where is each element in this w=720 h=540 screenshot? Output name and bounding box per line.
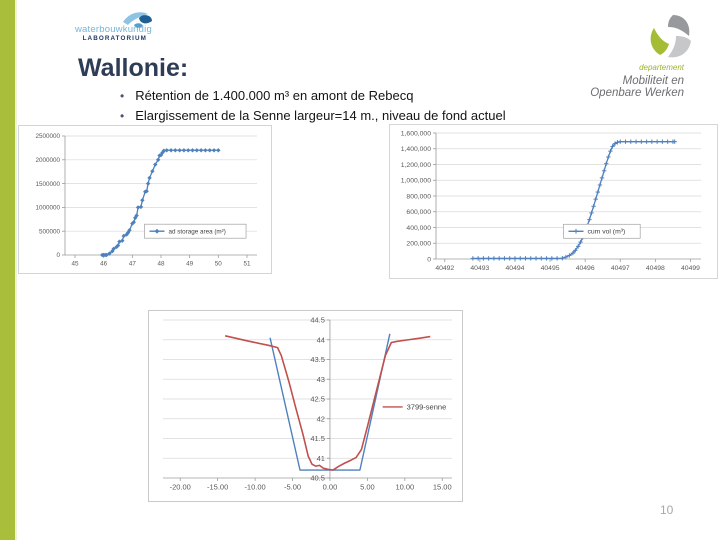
svg-text:0: 0 [427, 256, 431, 263]
svg-text:44: 44 [317, 335, 325, 344]
svg-text:1,200,000: 1,200,000 [401, 162, 431, 169]
svg-text:cum vol (m³): cum vol (m³) [588, 229, 626, 236]
svg-text:1,400,000: 1,400,000 [401, 146, 431, 153]
svg-text:1000000: 1000000 [35, 205, 60, 212]
svg-text:40498: 40498 [646, 265, 665, 272]
svg-text:-15.00: -15.00 [207, 483, 228, 492]
senne-cross-section-chart: 40.5 41 41.5 42 42.5 43 43.5 44 44.5 -20.00 -15.00… [148, 310, 463, 502]
svg-text:0: 0 [56, 252, 60, 259]
waterbouwkundig-logo-icon [123, 12, 152, 28]
svg-text:1,000,000: 1,000,000 [401, 178, 431, 185]
svg-text:42: 42 [317, 414, 325, 423]
svg-text:ad storage area (m²): ad storage area (m²) [168, 228, 225, 235]
svg-text:2500000: 2500000 [35, 133, 60, 140]
svg-text:400,000: 400,000 [406, 225, 431, 232]
departement-mow-pinwheel-icon [650, 15, 691, 58]
svg-text:200,000: 200,000 [406, 241, 431, 248]
bullet-marker: • [120, 89, 125, 103]
storage-area-chart-canvas: 0 500000 1000000 1500000 2000000 2500000 45 46 4… [35, 133, 257, 267]
svg-text:47: 47 [129, 260, 137, 267]
svg-text:49: 49 [186, 260, 194, 267]
departement-mow-logo-text: departement Mobiliteit en Openbare Werke… [590, 62, 684, 100]
svg-text:48: 48 [157, 260, 165, 267]
svg-text:40492: 40492 [435, 265, 454, 272]
svg-text:10.00: 10.00 [395, 483, 414, 492]
waterbouwkundig-logo-text: waterbouwkundig [75, 24, 152, 35]
svg-text:800,000: 800,000 [406, 193, 431, 200]
bullet-list: • Rétention de 1.400.000 m³ en amont de … [120, 88, 506, 128]
svg-text:2000000: 2000000 [35, 157, 60, 164]
svg-text:40496: 40496 [576, 265, 595, 272]
svg-text:600,000: 600,000 [406, 209, 431, 216]
svg-text:1,600,000: 1,600,000 [401, 130, 431, 137]
svg-text:51: 51 [243, 260, 251, 267]
cumulative-volume-chart-canvas: 0 200,000 400,000 600,000 800,000 1,000,000 1,… [401, 130, 701, 272]
slide-title: Wallonie: [78, 54, 189, 82]
svg-text:44.5: 44.5 [310, 316, 325, 325]
laboratorium-logo-text: LABORATORIUM [82, 35, 147, 42]
svg-text:46: 46 [100, 260, 108, 267]
openbare-werken-label: Openbare Werken [590, 87, 684, 99]
bullet-text: Elargissement de la Senne largeur=14 m.,… [135, 108, 506, 123]
bullet-item-retention: • Rétention de 1.400.000 m³ en amont de … [120, 88, 506, 103]
svg-text:40493: 40493 [470, 265, 489, 272]
svg-text:41: 41 [317, 454, 325, 463]
svg-text:43: 43 [317, 375, 325, 384]
svg-text:50: 50 [215, 260, 223, 267]
bullet-marker: • [120, 109, 125, 123]
svg-text:41.5: 41.5 [310, 434, 325, 443]
svg-text:40495: 40495 [541, 265, 560, 272]
page-number: 10 [660, 503, 674, 517]
svg-text:-10.00: -10.00 [244, 483, 265, 492]
svg-text:500000: 500000 [39, 228, 61, 235]
departement-label: departement [639, 63, 684, 72]
svg-text:40494: 40494 [506, 265, 525, 272]
svg-text:0.00: 0.00 [323, 483, 338, 492]
mobiliteit-label: Mobiliteit en [622, 74, 684, 87]
storage-area-chart: 0 500000 1000000 1500000 2000000 2500000 45 46 4… [18, 125, 272, 274]
cumulative-volume-chart: 0 200,000 400,000 600,000 800,000 1,000,000 1,… [389, 124, 718, 279]
svg-text:42.5: 42.5 [310, 395, 325, 404]
bullet-item-elargissement: • Elargissement de la Senne largeur=14 m… [120, 108, 506, 123]
svg-text:43.5: 43.5 [310, 355, 325, 364]
svg-text:40499: 40499 [681, 265, 700, 272]
svg-text:40497: 40497 [611, 265, 630, 272]
svg-text:-5.00: -5.00 [284, 483, 301, 492]
left-accent-bar [0, 0, 15, 540]
svg-text:3799-senne: 3799-senne [407, 403, 447, 412]
svg-text:-20.00: -20.00 [170, 483, 191, 492]
svg-text:45: 45 [72, 260, 80, 267]
bullet-text: Rétention de 1.400.000 m³ en amont de Re… [135, 88, 414, 103]
svg-text:40.5: 40.5 [310, 474, 325, 483]
left-accent-bar-edge [15, 0, 17, 540]
svg-text:1500000: 1500000 [35, 181, 60, 188]
svg-text:5.00: 5.00 [360, 483, 375, 492]
senne-cross-section-chart-canvas: 40.5 41 41.5 42 42.5 43 43.5 44 44.5 -20.00 -15.00… [163, 316, 452, 492]
svg-text:15.00: 15.00 [433, 483, 452, 492]
